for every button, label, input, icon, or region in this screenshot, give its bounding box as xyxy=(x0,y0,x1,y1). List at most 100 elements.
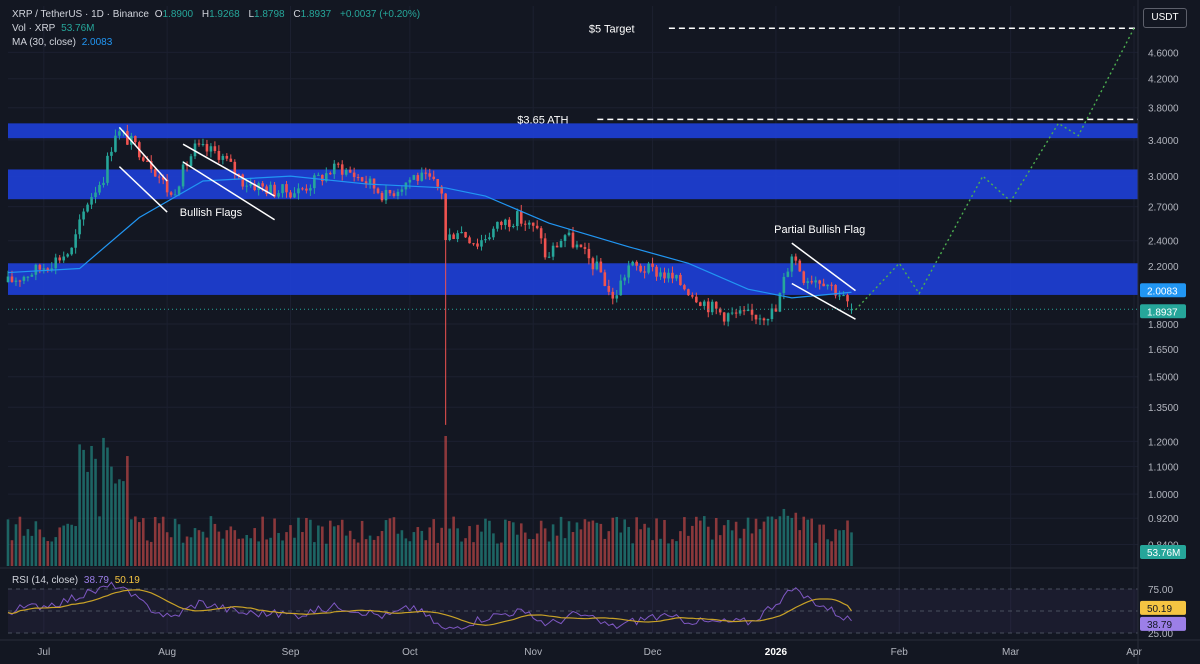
volume-bar xyxy=(372,539,376,566)
candle-body xyxy=(571,232,575,248)
x-tick-label: Nov xyxy=(524,647,542,658)
candle-body xyxy=(380,192,384,201)
x-tick-label: Dec xyxy=(644,647,662,658)
volume-bar xyxy=(114,483,117,566)
candle-body xyxy=(738,310,742,314)
x-tick-label: Feb xyxy=(891,647,909,658)
volume-bar xyxy=(846,520,849,566)
volume-bar xyxy=(265,539,268,566)
candle-body xyxy=(90,197,93,205)
open-value: 1.8900 xyxy=(162,9,194,20)
volume-bar xyxy=(611,517,615,566)
volume-bar xyxy=(535,533,539,566)
symbol-label[interactable]: XRP / TetherUS · 1D · Binance xyxy=(12,9,149,20)
high-label: H xyxy=(201,9,210,20)
volume-bar xyxy=(635,517,638,566)
candle-body xyxy=(364,181,368,184)
rsi-label[interactable]: RSI (14, close) xyxy=(12,575,79,586)
flag-upper-line xyxy=(182,143,275,197)
volume-bar xyxy=(141,518,145,566)
volume-bar xyxy=(567,521,571,566)
flag-channels xyxy=(118,126,856,320)
y-tick-label: 2.7000 xyxy=(1148,203,1179,214)
candle-body xyxy=(289,192,292,198)
volume-bar xyxy=(38,529,42,566)
flag-upper-line xyxy=(791,242,856,292)
currency-button[interactable]: USDT xyxy=(1143,8,1187,28)
candle-body xyxy=(265,186,268,194)
candle-body xyxy=(181,164,185,187)
candle-body xyxy=(66,254,69,257)
volume-bar xyxy=(253,528,256,566)
candle-body xyxy=(750,309,754,315)
candle-body xyxy=(436,179,440,187)
candle-body xyxy=(201,144,205,146)
open-label: O xyxy=(154,9,163,20)
target-levels: $5 Target $3.65 ATH xyxy=(8,23,1138,310)
volume-bar xyxy=(380,531,384,566)
candle-body xyxy=(38,264,42,270)
flag-lower-line xyxy=(182,161,275,221)
volume-bar xyxy=(523,532,527,566)
volume-bar xyxy=(762,521,766,566)
volume-bar xyxy=(273,518,276,566)
candle-body xyxy=(82,211,85,220)
volume-bar xyxy=(814,542,817,566)
volume-label[interactable]: Vol · XRP xyxy=(12,23,56,34)
volume-bar xyxy=(261,516,264,566)
price-zone xyxy=(8,169,1138,200)
volume-bar xyxy=(54,537,58,566)
price-tag: 2.0083 xyxy=(1147,286,1178,297)
volume-bar xyxy=(177,524,181,566)
ma-value: 2.0083 xyxy=(81,37,113,48)
change-value: +0.0037 (+0.20%) xyxy=(340,9,421,20)
volume-bar xyxy=(492,533,495,566)
candle-body xyxy=(74,234,77,248)
candle-body xyxy=(54,257,58,269)
volume-bar xyxy=(86,471,89,566)
volume-bar xyxy=(770,516,774,566)
candle-body xyxy=(790,256,794,272)
candle-body xyxy=(834,285,837,296)
volume-bar xyxy=(810,518,814,566)
candle-body xyxy=(412,175,416,180)
volume-bar xyxy=(400,530,404,566)
ohlc-legend: XRP / TetherUS · 1D · Binance O1.8900 H1… xyxy=(12,9,423,21)
volume-bar xyxy=(484,518,487,566)
volume-bar xyxy=(448,528,451,566)
volume-bar xyxy=(153,516,157,566)
volume-bar xyxy=(356,542,360,566)
volume-bar xyxy=(157,523,161,566)
ma-line xyxy=(7,175,852,299)
candle-body xyxy=(356,177,360,179)
moving-average xyxy=(7,175,852,299)
candle-body xyxy=(504,219,507,226)
volume-bar xyxy=(782,508,786,566)
candle-body xyxy=(484,239,487,241)
candle-body xyxy=(149,161,153,170)
volume-value: 53.76M xyxy=(61,23,95,34)
candle-body xyxy=(428,173,432,177)
volume-bar xyxy=(126,456,129,566)
candle-body xyxy=(702,301,706,306)
candle-body xyxy=(325,173,328,182)
candle-body xyxy=(6,276,10,283)
candle-body xyxy=(114,135,117,152)
volume-bar xyxy=(798,530,802,566)
candle-body xyxy=(611,291,615,299)
volume-bar xyxy=(26,529,30,566)
y-tick-label: 1.0000 xyxy=(1148,490,1179,501)
candle-body xyxy=(798,260,802,272)
volume-bar xyxy=(58,527,62,566)
volume-bar xyxy=(615,516,619,566)
candle-body xyxy=(372,178,376,189)
candle-body xyxy=(679,274,682,286)
volume-bar xyxy=(691,525,694,566)
ma-label[interactable]: MA (30, close) xyxy=(12,37,76,48)
close-label: C xyxy=(293,9,301,20)
candle-body xyxy=(480,240,483,247)
candle-body xyxy=(695,296,698,303)
candle-body xyxy=(587,248,591,259)
volume-bar xyxy=(94,458,97,566)
